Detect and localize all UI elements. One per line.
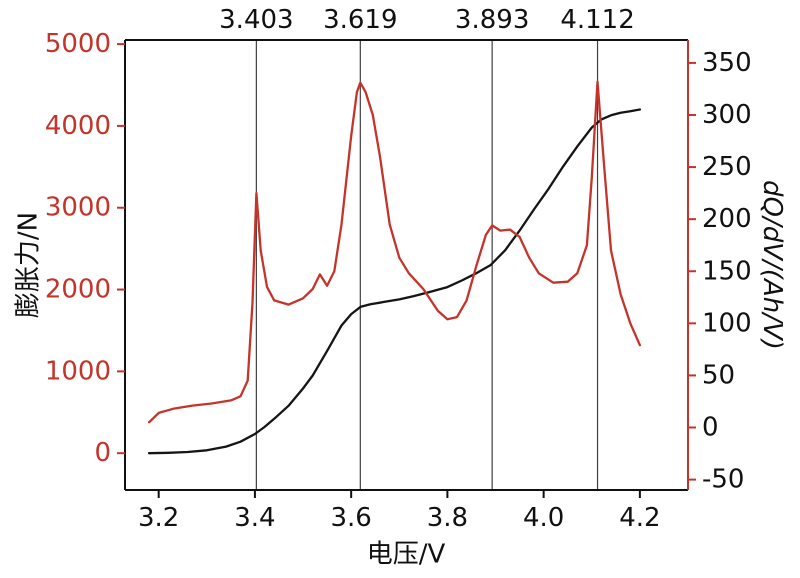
- series-line-expansion-force: [147, 108, 642, 455]
- right-tick-label: 200: [702, 204, 752, 234]
- right-axis-ticks: -50 0 50 100 150 200 250 300 350: [688, 48, 752, 495]
- right-tick-label: -50: [702, 465, 744, 495]
- series: [147, 80, 642, 455]
- left-axis-title: 膨胀力/N: [13, 211, 44, 319]
- x-tick-label: 4.0: [523, 503, 564, 533]
- x-tick-label: 4.2: [619, 503, 660, 533]
- right-tick-label: 250: [702, 152, 752, 182]
- left-tick-label: 4000: [45, 111, 111, 141]
- axes-spines: [124, 39, 689, 491]
- series-line-dQdV: [147, 80, 642, 424]
- right-tick-label: 350: [702, 48, 752, 78]
- left-tick-label: 3000: [45, 193, 111, 223]
- annotation-markers: 3.403 3.619 3.893 4.112: [219, 5, 635, 490]
- annotation-label: 4.112: [560, 5, 634, 35]
- left-tick-label: 2000: [45, 275, 111, 305]
- right-tick-label: 50: [702, 360, 735, 390]
- x-tick-label: 3.2: [138, 503, 179, 533]
- x-tick-label: 3.4: [234, 503, 275, 533]
- x-axis-ticks: 3.2 3.4 3.6 3.8 4.0 4.2: [138, 490, 661, 533]
- right-tick-label: 300: [702, 100, 752, 130]
- right-tick-label: 100: [702, 308, 752, 338]
- right-tick-label: 0: [702, 413, 719, 443]
- annotation-label: 3.403: [219, 5, 293, 35]
- left-tick-label: 0: [94, 438, 111, 468]
- left-tick-label: 5000: [45, 29, 111, 59]
- left-tick-label: 1000: [45, 356, 111, 386]
- right-axis-title: dQ/dV/(Ah/V): [757, 180, 787, 350]
- x-tick-label: 3.8: [427, 503, 468, 533]
- x-tick-label: 3.6: [330, 503, 371, 533]
- left-axis-ticks: 0 1000 2000 3000 4000 5000: [45, 29, 125, 468]
- right-tick-label: 150: [702, 256, 752, 286]
- annotation-label: 3.893: [455, 5, 529, 35]
- annotation-label: 3.619: [323, 5, 397, 35]
- x-axis-title: 电压/V: [366, 539, 446, 570]
